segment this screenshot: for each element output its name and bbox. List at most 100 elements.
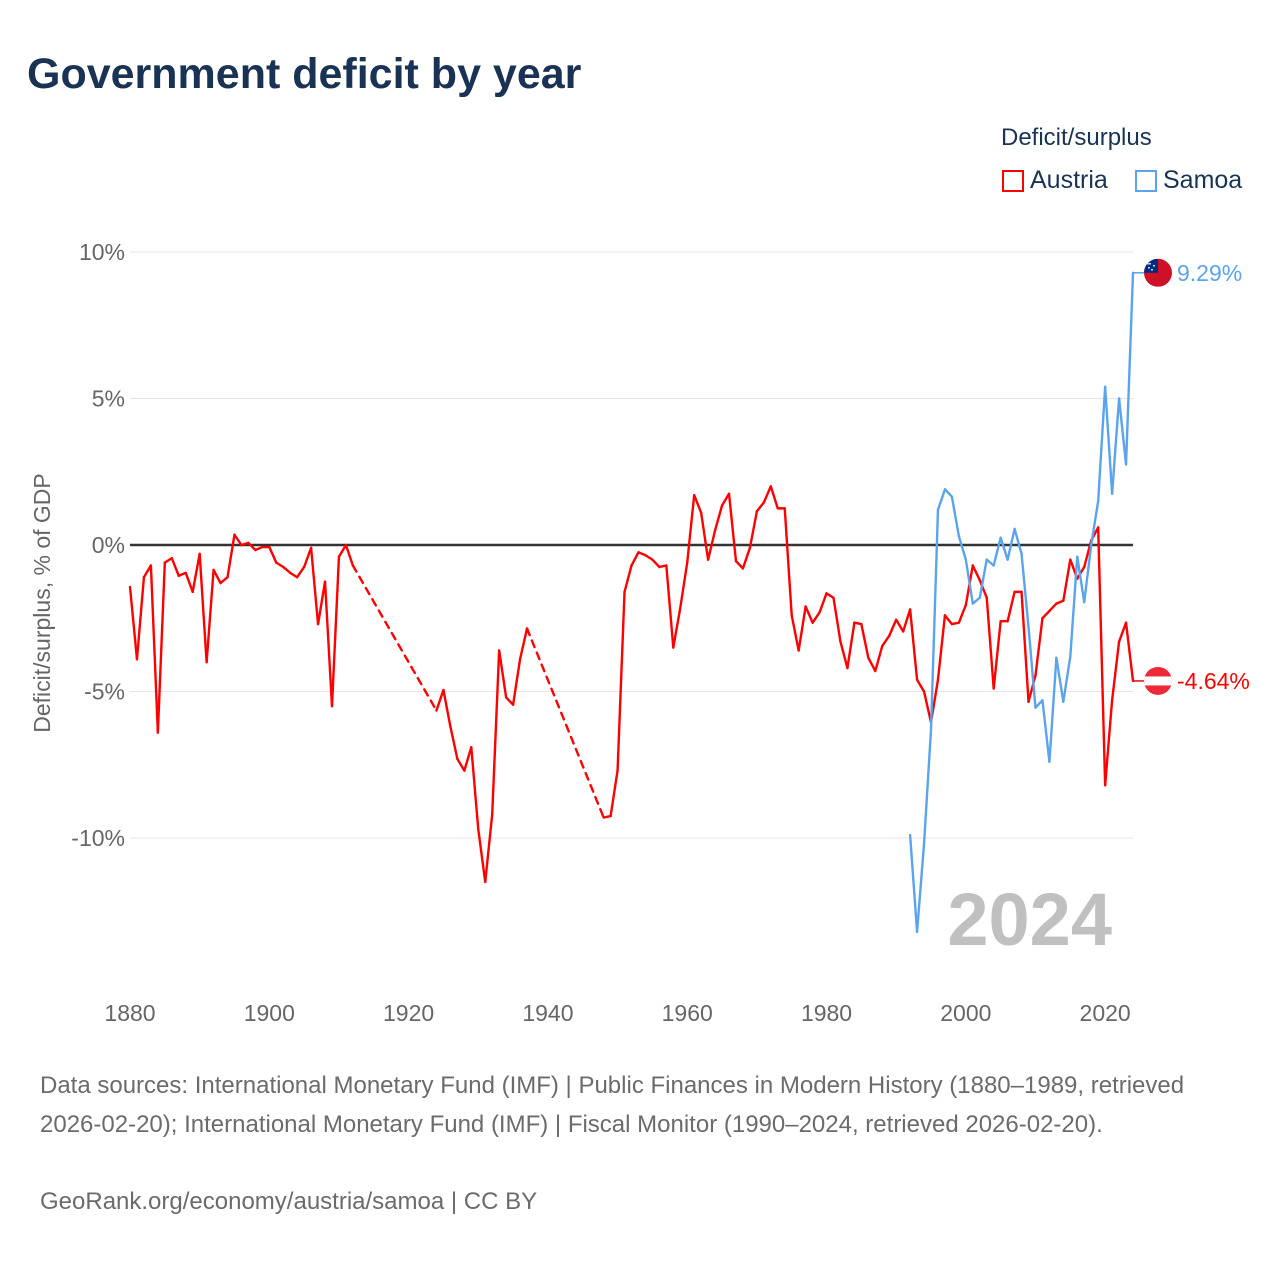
line-segment-austria: [184, 571, 194, 594]
line-segment-austria: [470, 745, 480, 831]
line-segment-austria: [1117, 621, 1128, 643]
line-segment-austria: [881, 634, 891, 648]
line-segment-austria: [302, 546, 313, 569]
line-segment-austria: [957, 603, 968, 624]
line-segment-austria: [1020, 590, 1030, 703]
line-segment-austria: [226, 533, 236, 579]
line-segment-austria: [797, 605, 807, 652]
line-segment-samoa: [978, 558, 988, 599]
line-segment-samoa: [1062, 655, 1072, 703]
line-segment-samoa: [1124, 271, 1135, 466]
line-segment-austria: [609, 769, 619, 818]
line-segment-austria: [484, 813, 494, 884]
line-segment-samoa: [943, 488, 954, 498]
line-segment-samoa: [1006, 527, 1016, 561]
y-axis-title: Deficit/surplus, % of GDP: [29, 473, 55, 732]
line-segment-samoa: [922, 728, 933, 846]
line-segment-samoa: [1083, 543, 1093, 604]
line-segment-austria: [463, 745, 473, 772]
flag-star: [1153, 264, 1155, 267]
line-segment-austria: [1062, 558, 1072, 602]
line-segment-austria: [915, 678, 926, 693]
line-segment-austria: [665, 564, 675, 649]
line-segment-austria: [943, 614, 954, 626]
y-tick-label: 5%: [92, 386, 125, 412]
line-segment-austria: [616, 590, 626, 772]
austria-flag-icon: [1144, 666, 1172, 695]
x-tick-label: 2020: [1080, 1000, 1131, 1026]
line-segment-austria: [1027, 674, 1037, 703]
line-segment-austria: [832, 596, 842, 643]
line-segment-samoa: [964, 558, 974, 605]
line-segment-samoa: [1096, 385, 1107, 503]
line-segment-austria: [755, 501, 766, 513]
legend-item-austria[interactable]: Austria: [1002, 166, 1108, 195]
x-tick-label: 1980: [801, 1000, 852, 1026]
line-segment-austria: [177, 571, 187, 577]
line-segment-austria: [992, 619, 1002, 690]
line-segment-austria: [769, 485, 779, 510]
line-segment-samoa: [908, 833, 919, 933]
line-segment-samoa: [1027, 625, 1037, 709]
line-segment-austria: [309, 546, 320, 626]
line-segment-austria: [748, 510, 759, 550]
line-segment-samoa: [999, 536, 1009, 561]
line-segment-samoa: [950, 495, 961, 538]
line-segment-samoa: [1110, 397, 1121, 495]
line-segment-samoa: [957, 535, 968, 561]
legend-swatch-austria: [1002, 169, 1024, 192]
line-segment-austria: [922, 690, 933, 724]
line-segment-austria: [630, 551, 640, 567]
line-segment-austria: [240, 541, 250, 547]
line-segment-austria: [247, 541, 257, 552]
line-segment-austria: [901, 608, 912, 633]
line-segment-samoa: [936, 488, 947, 512]
line-segment-austria: [504, 696, 515, 706]
line-segment-samoa: [971, 596, 981, 605]
line-segment-austria: [442, 688, 452, 728]
line-segment-austria: [692, 493, 703, 514]
line-segment-austria: [1034, 617, 1044, 677]
samoa-flag-icon: [1144, 258, 1172, 287]
line-segment-austria: [713, 504, 724, 532]
line-segment-austria: [936, 614, 947, 681]
line-segment-austria: [149, 564, 160, 734]
line-segment-austria: [275, 561, 285, 569]
line-segment-austria: [511, 658, 522, 706]
line-segment-samoa: [992, 536, 1002, 567]
line-segment-samoa: [1048, 656, 1058, 764]
flag-star: [1151, 268, 1153, 271]
y-tick-label: -10%: [71, 825, 125, 851]
y-tick-label: -5%: [84, 679, 125, 705]
flag-star: [1148, 266, 1150, 269]
line-segment-austria: [839, 640, 849, 670]
line-segment-austria: [971, 564, 981, 582]
line-segment-samoa: [1034, 699, 1044, 709]
line-segment-austria: [846, 621, 856, 670]
line-segment-samoa: [915, 842, 926, 933]
flag-star: [1147, 262, 1149, 265]
line-segment-austria: [706, 529, 717, 561]
line-segment-austria: [518, 627, 529, 661]
line-segment-austria: [142, 564, 153, 579]
credit-link[interactable]: GeoRank.org/economy/austria/samoa | CC B…: [40, 1188, 538, 1215]
line-segment-austria: [205, 568, 215, 664]
line-segment-austria: [644, 554, 654, 561]
line-segment-austria: [295, 565, 306, 579]
line-segment-austria: [490, 649, 501, 816]
end-value-label-austria: -4.64%: [1177, 668, 1250, 694]
line-segment-austria: [435, 688, 445, 712]
end-value-label-samoa: 9.29%: [1177, 260, 1242, 286]
flag-canton: [1144, 258, 1158, 273]
line-segment-austria: [734, 559, 745, 570]
line-segment-samoa: [1103, 385, 1114, 495]
line-segment-austria: [156, 561, 167, 734]
line-segment-austria: [254, 545, 264, 552]
legend-item-samoa[interactable]: Samoa: [1135, 166, 1242, 195]
x-tick-label: 1900: [244, 1000, 295, 1026]
x-tick-label: 1940: [522, 1000, 573, 1026]
line-segment-austria: [1055, 599, 1065, 605]
line-segment-austria: [1048, 602, 1058, 613]
line-segment-austria: [672, 606, 682, 649]
line-segment-austria: [908, 608, 919, 681]
